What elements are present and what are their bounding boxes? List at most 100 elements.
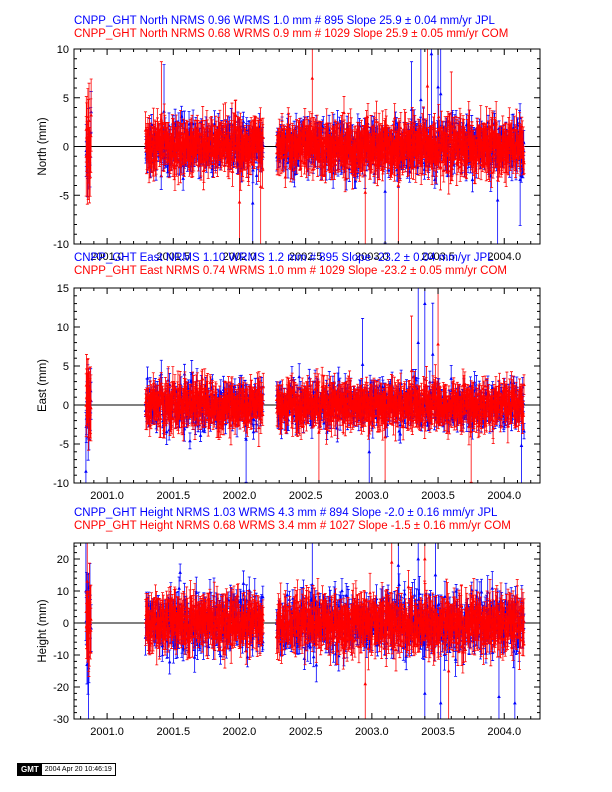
data-point: [522, 160, 526, 165]
data-point: [258, 184, 263, 188]
data-point: [470, 177, 475, 182]
data-point: [230, 124, 234, 128]
data-point: [333, 158, 338, 162]
data-point: [419, 97, 423, 102]
panel-north: CNPP_GHT North NRMS 0.96 WRMS 1.0 mm # 8…: [37, 15, 541, 263]
data-point: [492, 149, 497, 153]
data-point-errorbar: [310, 49, 314, 157]
data-point: [223, 121, 228, 126]
data-point: [162, 121, 167, 125]
data-point: [399, 125, 403, 130]
data-point: [87, 118, 91, 123]
data-point: [449, 124, 454, 128]
data-point: [322, 421, 326, 425]
panel-north-ytick-label: -10: [53, 239, 69, 251]
data-point: [310, 76, 315, 80]
data-point: [254, 173, 259, 177]
data-point: [492, 153, 496, 157]
panel-north-xtick-label: 2002.5: [289, 251, 323, 263]
panel-east-title-line: CNPP_GHT East NRMS 0.74 WRMS 1.0 mm # 10…: [74, 265, 507, 277]
data-point: [188, 438, 192, 443]
data-point: [211, 161, 216, 165]
data-point: [366, 124, 370, 128]
data-point: [518, 177, 522, 182]
data-point: [145, 376, 150, 380]
data-point-errorbar: [396, 121, 400, 244]
data-point: [408, 140, 413, 145]
data-point: [363, 190, 368, 194]
data-point: [174, 163, 179, 167]
data-point: [164, 429, 169, 434]
data-point: [446, 168, 451, 173]
panel-north-xtick-label: 2001.0: [90, 251, 124, 263]
data-point: [335, 426, 340, 430]
data-point: [383, 189, 387, 193]
data-point: [159, 117, 164, 121]
panel-north-xtick-label: 2003.0: [355, 251, 389, 263]
data-point: [436, 85, 440, 89]
data-point-errorbar: [363, 125, 367, 244]
panel-north-xtick-label: 2004.0: [487, 251, 521, 263]
data-point: [396, 183, 401, 187]
data-point: [261, 135, 265, 140]
data-point-errorbar: [425, 49, 429, 161]
data-point: [291, 167, 296, 172]
data-point: [178, 163, 183, 167]
panel-north-ytick-label: 5: [63, 93, 69, 105]
data-point: [521, 158, 526, 163]
panel-north-ytick-label: 0: [63, 142, 69, 154]
data-point: [436, 114, 441, 119]
panel-north-ylabel: North (mm): [37, 117, 49, 175]
data-point: [425, 84, 430, 88]
data-point: [252, 417, 256, 421]
data-point: [297, 374, 301, 379]
data-point: [258, 117, 263, 122]
data-point-errorbar: [237, 130, 241, 244]
data-point: [518, 115, 522, 120]
panel-north-ytick-label: -5: [59, 190, 69, 202]
data-point: [88, 154, 93, 158]
panel-north-data: [74, 49, 540, 244]
data-point: [488, 149, 493, 153]
data-point: [429, 51, 434, 56]
data-point: [514, 124, 519, 128]
data-point: [411, 157, 416, 161]
data-point: [233, 119, 238, 123]
data-point: [403, 155, 408, 159]
data-point: [198, 433, 203, 437]
panel-north-xtick-label: 2001.5: [156, 251, 190, 263]
panel-east: CNPP_GHT East NRMS 1.10 WRMS 1.2 mm # 89…: [37, 252, 541, 502]
data-point: [438, 91, 443, 96]
series-com: [84, 49, 526, 244]
data-point: [513, 159, 518, 163]
data-point: [495, 198, 500, 202]
data-point: [230, 169, 235, 173]
data-point: [181, 176, 185, 180]
data-point: [353, 178, 358, 183]
data-point: [233, 113, 238, 117]
data-point: [445, 132, 450, 136]
data-point: [251, 429, 256, 434]
data-point: [281, 154, 285, 159]
data-point: [250, 201, 255, 205]
panel-north-xtick-label: 2002.0: [223, 251, 257, 263]
data-point: [340, 131, 345, 136]
data-point: [89, 113, 93, 117]
data-point: [286, 160, 290, 164]
data-point: [392, 115, 397, 120]
data-point: [148, 165, 152, 169]
panel-north-title-line: CNPP_GHT North NRMS 0.96 WRMS 1.0 mm # 8…: [74, 15, 495, 27]
data-point: [256, 165, 261, 169]
data-point: [222, 150, 226, 155]
data-point: [222, 154, 227, 158]
data-point: [226, 137, 231, 141]
panel-north-xtick-label: 2003.5: [421, 251, 455, 263]
panel-east-data: [74, 288, 540, 483]
panel-east-title-line: CNPP_GHT East NRMS 1.10 WRMS 1.2 mm # 89…: [74, 252, 494, 264]
data-point: [342, 110, 346, 115]
data-point: [241, 119, 246, 124]
data-point: [488, 124, 492, 128]
panel-north-ytick-label: 10: [57, 44, 69, 56]
data-point-errorbar: [259, 122, 263, 244]
